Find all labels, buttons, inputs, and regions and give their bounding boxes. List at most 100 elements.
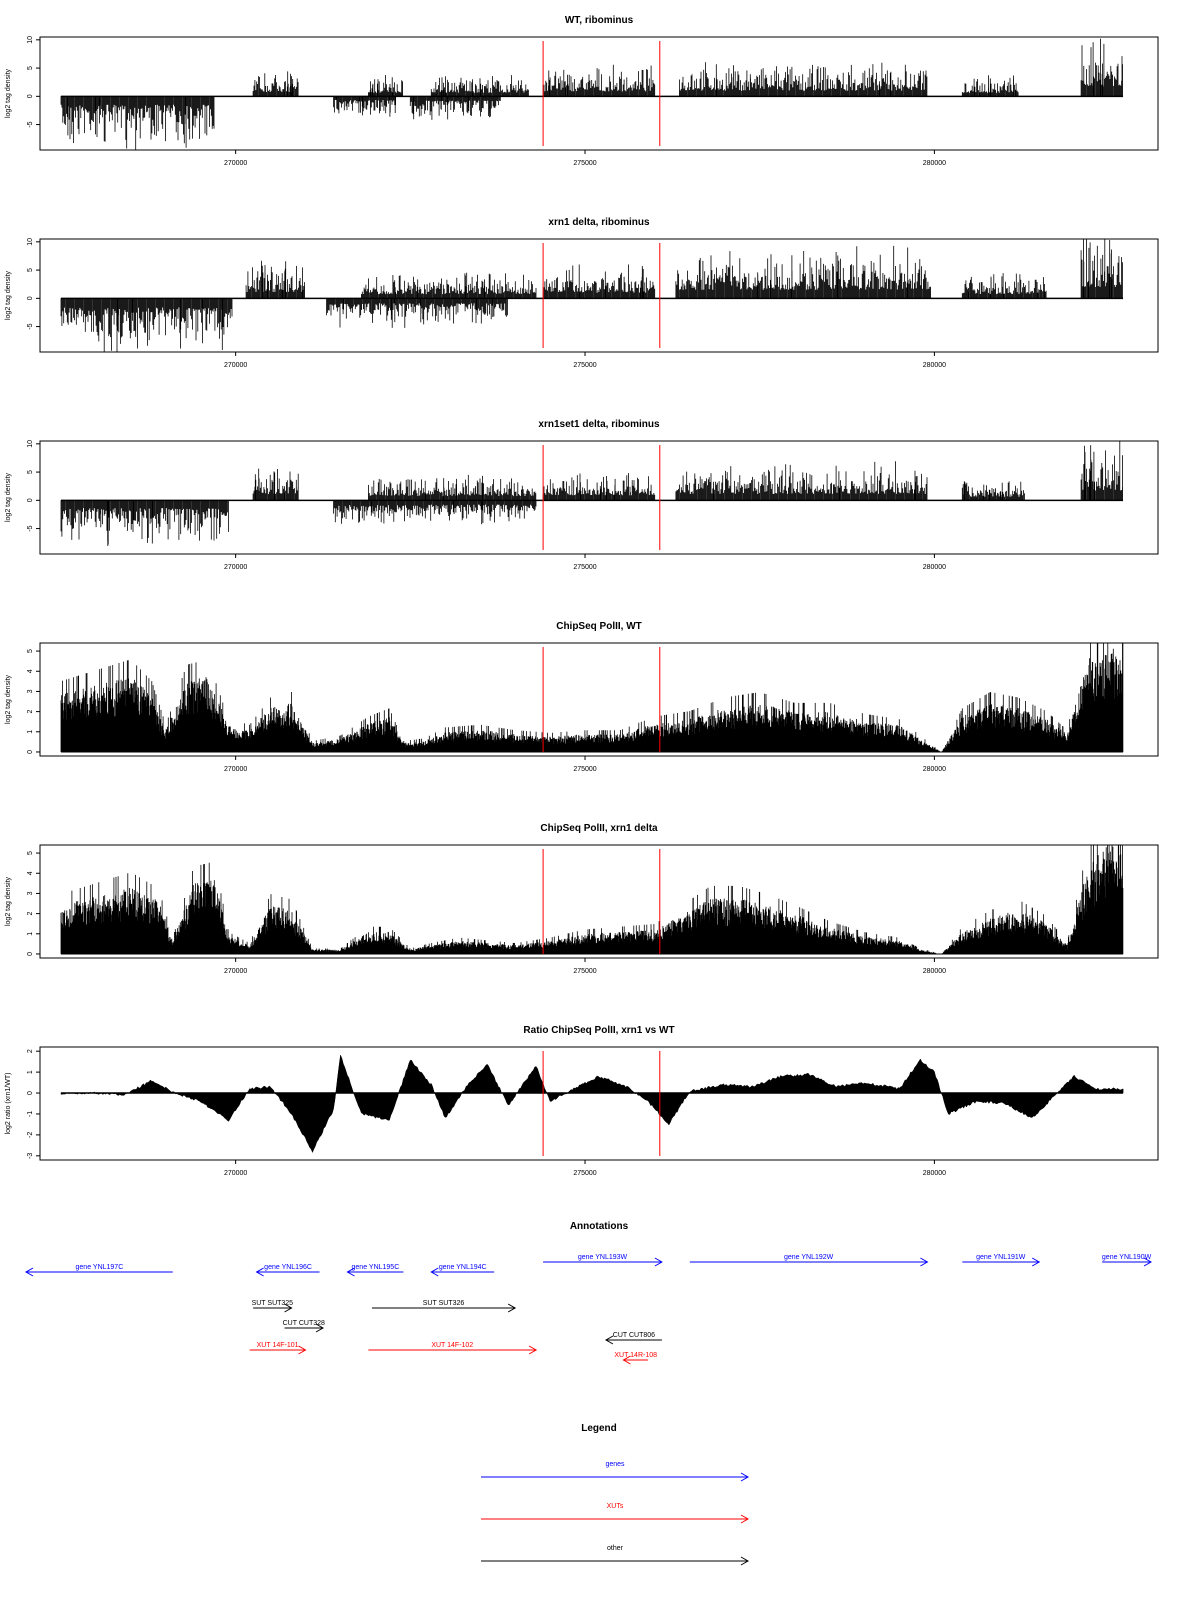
annotation-feature: gene YNL194C (430, 1264, 495, 1277)
y-tick-label: 0 (27, 498, 34, 502)
signal-bars (1080, 441, 1123, 501)
signal-segment (333, 500, 537, 525)
signal-segment (409, 96, 501, 120)
x-tick-label: 270000 (224, 1170, 247, 1177)
signal-segment (245, 260, 305, 299)
y-tick-label: 10 (27, 238, 34, 246)
signal-bars (333, 500, 537, 525)
x-tick-label: 280000 (923, 160, 946, 167)
signal-segment (542, 64, 656, 97)
signal-segment (60, 298, 233, 352)
signal-segment (326, 298, 508, 328)
signal-segment (368, 75, 403, 97)
annotation-feature: gene YNL195C (346, 1264, 404, 1277)
feature-label: XUT 14F-102 (431, 1342, 473, 1349)
annotation-feature: XUT 14F-101 (249, 1342, 307, 1355)
legend-item: genes (481, 1461, 750, 1482)
feature-arrowhead-icon (315, 1323, 325, 1333)
plot-frame (39, 1046, 1159, 1161)
signal-bars (368, 474, 537, 501)
legend-arrowhead-icon (740, 1556, 750, 1566)
x-tick-label: 280000 (923, 968, 946, 975)
signal-bars (961, 75, 1019, 97)
y-axis-label: log2 tag density (5, 68, 12, 118)
x-tick-label: 280000 (923, 1170, 946, 1177)
annotation-feature: gene YNL197C (25, 1264, 173, 1277)
y-tick-label: 5 (27, 851, 34, 855)
signal-bars (333, 96, 396, 117)
y-tick-label: 1 (27, 730, 34, 734)
x-tick-label: 280000 (923, 564, 946, 571)
signal-bars (60, 500, 229, 546)
signal-bars (542, 64, 656, 97)
annotation-feature: gene YNL190W (1102, 1254, 1153, 1267)
signal-segment (361, 272, 537, 299)
panel-title: ChipSeq PolII, WT (556, 621, 642, 632)
feature-label: CUT CUT806 (613, 1332, 655, 1339)
feature-label: XUT 14F-101 (257, 1342, 299, 1349)
y-axis-label: log2 ratio (xrn1/WT) (5, 1073, 12, 1135)
x-tick-label: 270000 (224, 968, 247, 975)
signal-segment (252, 468, 299, 501)
panel-title: ChipSeq PolII, xrn1 delta (540, 823, 658, 834)
feature-label: CUT CUT328 (283, 1320, 325, 1327)
signal-bars (252, 71, 299, 97)
y-tick-label: -5 (27, 323, 34, 329)
feature-label: SUT SUT325 (252, 1300, 294, 1307)
annotation-feature: SUT SUT326 (371, 1300, 517, 1313)
signal-segment (430, 75, 529, 97)
feature-arrowhead-icon (920, 1257, 929, 1267)
signal-segment (675, 245, 931, 299)
feature-label: gene YNL196C (264, 1264, 312, 1271)
feature-label: gene YNL197C (76, 1264, 124, 1271)
signal-bars (361, 272, 537, 299)
signal-bars (409, 96, 501, 120)
y-tick-label: 3 (27, 891, 34, 895)
legend-label: other (607, 1545, 624, 1552)
y-tick-label: 2 (27, 710, 34, 714)
signal-bars (961, 273, 1047, 299)
x-tick-label: 280000 (923, 766, 946, 773)
y-tick-label: 0 (27, 952, 34, 956)
legend-arrowhead-icon (740, 1472, 750, 1482)
density-bars (60, 643, 1124, 752)
feature-arrowhead-icon (430, 1267, 439, 1277)
signal-segment (252, 71, 299, 97)
feature-arrowhead-icon (604, 1335, 614, 1345)
feature-label: SUT SUT326 (423, 1300, 465, 1307)
feature-label: gene YNL191W (976, 1254, 1026, 1261)
annotation-feature: gene YNL192W (689, 1254, 929, 1267)
panel-title: xrn1set1 delta, ribominus (538, 419, 660, 430)
y-tick-label: 0 (27, 1091, 34, 1095)
annotation-feature: SUT SUT325 (252, 1300, 294, 1313)
track-panel-1: xrn1 delta, ribominus log2 tag density -5 0… (5, 217, 1159, 369)
signal-segment (60, 500, 229, 546)
y-axis-label: log2 tag density (5, 472, 12, 522)
signal-segment (675, 461, 928, 501)
track-panel-4: ChipSeq PolII, xrn1 delta log2 tag densit… (5, 823, 1159, 975)
legend-label: genes (605, 1461, 625, 1468)
y-tick-label: -3 (27, 1153, 34, 1159)
y-tick-label: 5 (27, 470, 34, 474)
y-tick-label: 3 (27, 689, 34, 693)
x-tick-label: 275000 (573, 766, 596, 773)
y-tick-label: 10 (27, 36, 34, 44)
feature-label: gene YNL194C (439, 1264, 487, 1271)
signal-bars (430, 75, 529, 97)
signal-segment (1080, 239, 1123, 299)
feature-arrowhead-icon (654, 1257, 663, 1267)
signal-segment (60, 96, 215, 150)
feature-arrowhead-icon (1143, 1257, 1153, 1267)
feature-arrowhead-icon (346, 1267, 355, 1277)
feature-arrowhead-icon (1031, 1257, 1041, 1267)
x-tick-label: 270000 (224, 564, 247, 571)
y-tick-label: 4 (27, 669, 34, 673)
signal-segment (961, 273, 1047, 299)
plot-frame (39, 238, 1159, 353)
y-tick-label: 2 (27, 912, 34, 916)
track-panel-2: xrn1set1 delta, ribominus log2 tag densit… (5, 419, 1159, 571)
signal-bars (542, 473, 656, 501)
plot-frame (39, 440, 1159, 555)
